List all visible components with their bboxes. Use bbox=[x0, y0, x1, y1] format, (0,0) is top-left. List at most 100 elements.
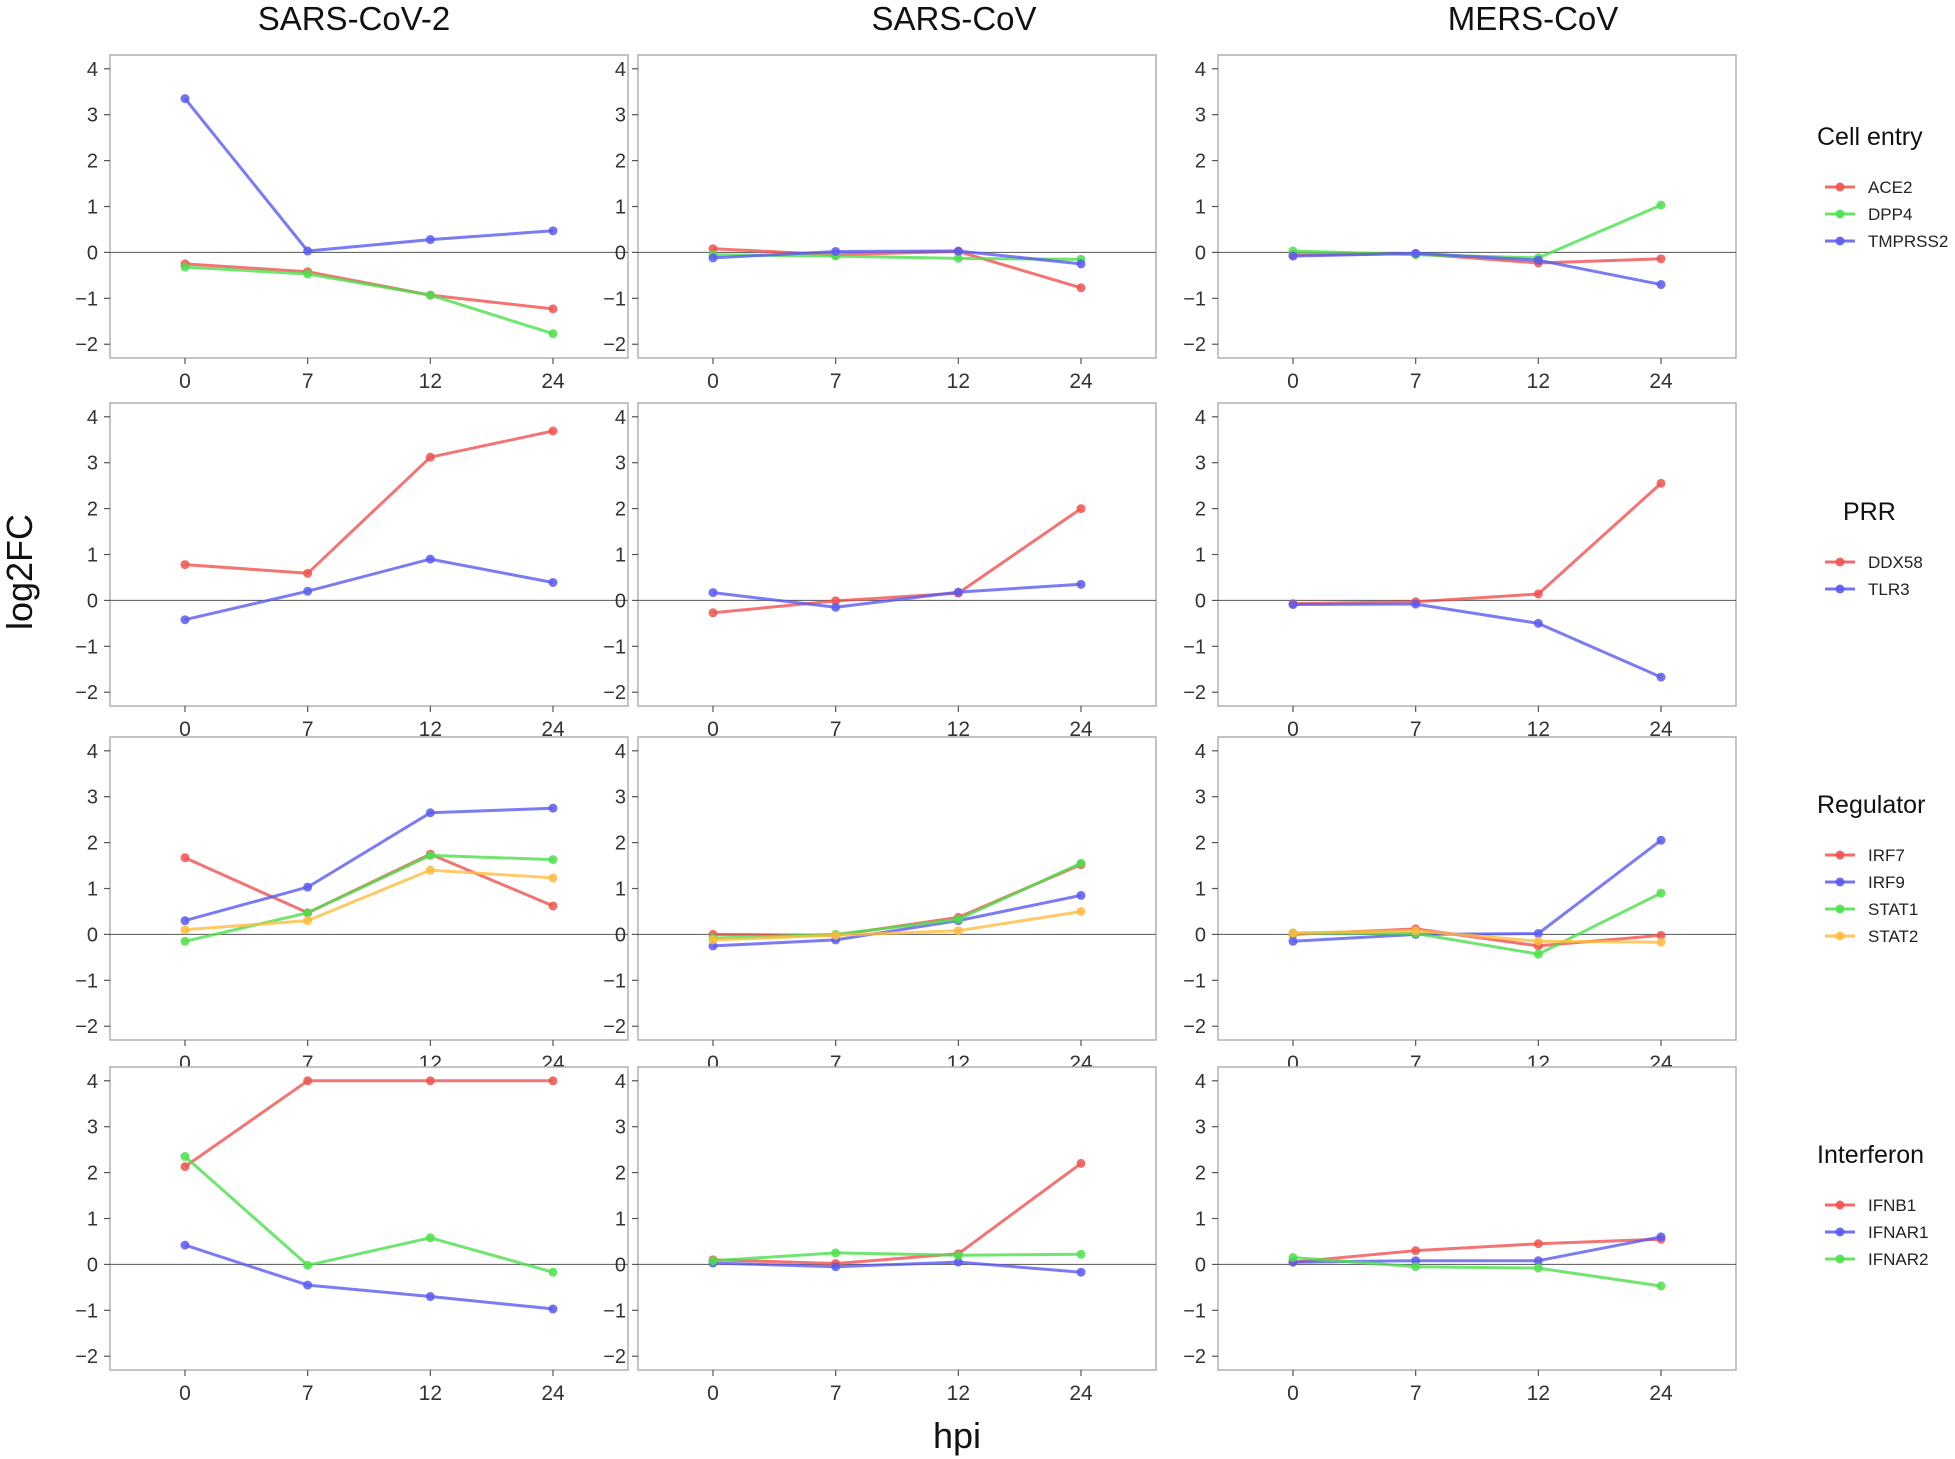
panel-regulator-mers-cov-y-tick-label: 0 bbox=[1195, 924, 1206, 946]
panel-interferon-mers-cov-series-ifnar2-point bbox=[1411, 1262, 1421, 1272]
panel-regulator-sars-cov-x-tick-label: 0 bbox=[707, 1052, 719, 1075]
panel-prr-sars-cov-2-series-ddx58-point bbox=[548, 426, 558, 436]
panel-cell-entry-mers-cov-x-tick-label: 12 bbox=[1527, 370, 1550, 393]
panel-prr-mers-cov-y-tick-label: 3 bbox=[1195, 453, 1206, 475]
panel-regulator-sars-cov-2-y-tick-label: 2 bbox=[87, 833, 98, 855]
panel-interferon-sars-cov-2-series-ifnar1-point bbox=[548, 1304, 558, 1314]
legend-cell-entry: Cell entry ACE2 DPP4 TMPRSS2 bbox=[1817, 123, 1948, 251]
panel-prr-sars-cov-2-y-tick-label: 4 bbox=[87, 407, 98, 429]
panel-cell-entry-sars-cov-2-x-tick-label: 7 bbox=[302, 370, 314, 393]
panel-cell-entry-sars-cov-x-tick-label: 0 bbox=[707, 370, 719, 393]
legend-regulator-label-stat1: STAT1 bbox=[1868, 900, 1918, 919]
panel-interferon-sars-cov-x-tick-label: 12 bbox=[947, 1382, 970, 1405]
panel-regulator-sars-cov-y-tick-label: −1 bbox=[603, 970, 626, 992]
panel-cell-entry-sars-cov-series-tmprss2-line bbox=[712, 249, 1082, 266]
legend-regulator-label-stat2: STAT2 bbox=[1868, 927, 1918, 946]
panel-regulator-sars-cov-y-tick-label: 3 bbox=[615, 787, 626, 809]
panel-cell-entry-sars-cov-y-tick-label: −2 bbox=[603, 334, 626, 356]
panel-cell-entry-sars-cov-series-ace2-point bbox=[1076, 283, 1086, 293]
panel-regulator-sars-cov-series-stat1-point bbox=[1076, 858, 1086, 868]
panel-regulator-mers-cov-x-tick-label: 7 bbox=[1410, 1052, 1422, 1075]
panel-interferon-mers-cov-series-ifnar1-point bbox=[1656, 1232, 1666, 1242]
legend-interferon-label-ifnar2: IFNAR2 bbox=[1868, 1250, 1928, 1269]
panel-interferon-sars-cov-2-y-tick-label: 1 bbox=[87, 1209, 98, 1231]
panel-cell-entry-sars-cov-2-y-tick-label: 1 bbox=[87, 197, 98, 219]
column-title-sars-cov: SARS-CoV bbox=[871, 0, 1036, 37]
legend-cell-entry-label-tmprss2: TMPRSS2 bbox=[1868, 232, 1948, 251]
panel-cell-entry-sars-cov-series-tmprss2-point bbox=[708, 253, 718, 263]
panel-regulator-sars-cov-2-y-tick-label: −2 bbox=[75, 1016, 98, 1038]
panel-prr-sars-cov-y-tick-label: 1 bbox=[615, 545, 626, 567]
panel-cell-entry-sars-cov-2-series-tmprss2-point bbox=[180, 94, 190, 104]
legend-interferon: Interferon IFNB1 IFNAR1 IFNAR2 bbox=[1817, 1141, 1928, 1269]
panel-interferon-sars-cov-series-ifnar1-line bbox=[712, 1260, 1082, 1274]
panel-cell-entry-sars-cov-2-y-tick-label: 4 bbox=[87, 59, 98, 81]
panel-prr-mers-cov-y-tick-label: 4 bbox=[1195, 407, 1206, 429]
panel-interferon-mers-cov-series-ifnar2-line bbox=[1292, 1256, 1662, 1288]
panel-interferon-sars-cov-2-series-ifnar2-point bbox=[303, 1260, 313, 1270]
legend-cell-entry-label-dpp4: DPP4 bbox=[1868, 205, 1912, 224]
panel-regulator-sars-cov-series-stat2-point bbox=[1076, 906, 1086, 916]
legend-cell-entry-key-dot-ace2 bbox=[1835, 182, 1845, 192]
panel-prr-sars-cov-series-tlr3-line bbox=[712, 582, 1082, 609]
panel-interferon-mers-cov-x-tick-label: 12 bbox=[1527, 1382, 1550, 1405]
panel-prr-sars-cov-series-tlr3-point bbox=[831, 602, 841, 612]
panel-regulator-sars-cov-series-stat2-line bbox=[712, 910, 1082, 942]
panel-regulator-mers-cov-series-irf9-point bbox=[1533, 928, 1543, 938]
panel-cell-entry-mers-cov-y-tick-label: −2 bbox=[1183, 334, 1206, 356]
panel-cell-entry-sars-cov-2-series-dpp4-point bbox=[180, 262, 190, 272]
legend-cell-entry-key-dot-tmprss2 bbox=[1835, 236, 1845, 246]
panel-regulator-sars-cov-2-x-tick-label: 0 bbox=[179, 1052, 191, 1075]
panel-regulator-mers-cov-series-stat2-point bbox=[1411, 926, 1421, 936]
panel-interferon-sars-cov-y-tick-label: 4 bbox=[615, 1071, 626, 1093]
legend-prr-key-dot-tlr3 bbox=[1835, 584, 1845, 594]
panel-prr-sars-cov-y-tick-label: 3 bbox=[615, 453, 626, 475]
panel-regulator-sars-cov-2-series-irf9-point bbox=[180, 916, 190, 926]
panel-regulator-mers-cov-y-tick-label: −1 bbox=[1183, 970, 1206, 992]
panel-prr-mers-cov-y-tick-label: −1 bbox=[1183, 636, 1206, 658]
panel-regulator-sars-cov-2-series-irf7-point bbox=[180, 853, 190, 863]
panel-interferon-mers-cov-y-tick-label: −2 bbox=[1183, 1346, 1206, 1368]
legend-regulator-title: Regulator bbox=[1817, 791, 1925, 819]
panel-prr-sars-cov-2-y-tick-label: −1 bbox=[75, 636, 98, 658]
panel-cell-entry-sars-cov-series-ace2-line bbox=[712, 247, 1082, 290]
panel-interferon-mers-cov-series-ifnb1-point bbox=[1411, 1246, 1421, 1256]
column-title-sars-cov-2: SARS-CoV-2 bbox=[258, 0, 451, 37]
panel-regulator-sars-cov-2-y-tick-label: 0 bbox=[87, 924, 98, 946]
legend-cell-entry-title: Cell entry bbox=[1817, 123, 1923, 151]
legend-regulator-key-dot-irf7 bbox=[1835, 850, 1845, 860]
panel-cell-entry-sars-cov-2-y-tick-label: −2 bbox=[75, 334, 98, 356]
panel-interferon-sars-cov-2-series-ifnar2-line bbox=[184, 1155, 554, 1274]
panel-regulator-mers-cov-y-tick-label: 2 bbox=[1195, 833, 1206, 855]
panel-cell-entry-sars-cov-2-x-tick-label: 24 bbox=[541, 370, 565, 393]
panel-interferon-sars-cov-series-ifnar2-line bbox=[712, 1251, 1082, 1263]
panel-cell-entry-mers-cov-series-tmprss2-line bbox=[1292, 251, 1662, 286]
panel-interferon-mers-cov-series-ifnb1-point bbox=[1533, 1239, 1543, 1249]
panel-cell-entry-sars-cov-x-tick-label: 24 bbox=[1069, 370, 1093, 393]
panel-prr-sars-cov-y-tick-label: −2 bbox=[603, 682, 626, 704]
panel-prr-mers-cov-frame bbox=[1217, 402, 1737, 707]
panel-cell-entry-mers-cov-series-tmprss2-point bbox=[1288, 251, 1298, 261]
panel-regulator-sars-cov-2-series-irf7-point bbox=[548, 901, 558, 911]
panel-cell-entry-sars-cov-y-tick-label: 1 bbox=[615, 197, 626, 219]
panel-regulator-sars-cov-2-series-stat2-line bbox=[184, 868, 554, 932]
panel-prr-sars-cov-2-frame bbox=[109, 402, 629, 707]
panel-prr-mers-cov-y-tick-label: 1 bbox=[1195, 545, 1206, 567]
panel-regulator-mers-cov-series-stat1-point bbox=[1533, 949, 1543, 959]
panel-prr-mers-cov-y-tick-label: 2 bbox=[1195, 499, 1206, 521]
panel-interferon-sars-cov-y-tick-label: 0 bbox=[615, 1254, 626, 1276]
column-title-mers-cov: MERS-CoV bbox=[1448, 0, 1619, 37]
legend-interferon-key-dot-ifnar1 bbox=[1835, 1227, 1845, 1237]
legend-regulator-key-dot-irf9 bbox=[1835, 877, 1845, 887]
panel-interferon-sars-cov-y-tick-label: 2 bbox=[615, 1163, 626, 1185]
panel-interferon-sars-cov-y-tick-label: −1 bbox=[603, 1300, 626, 1322]
panel-cell-entry-mers-cov-x-tick-label: 24 bbox=[1649, 370, 1673, 393]
panel-regulator-mers-cov-series-stat2-point bbox=[1533, 936, 1543, 946]
panel-interferon-mers-cov-y-tick-label: 2 bbox=[1195, 1163, 1206, 1185]
panel-prr-sars-cov-2-series-tlr3-point bbox=[303, 586, 313, 596]
